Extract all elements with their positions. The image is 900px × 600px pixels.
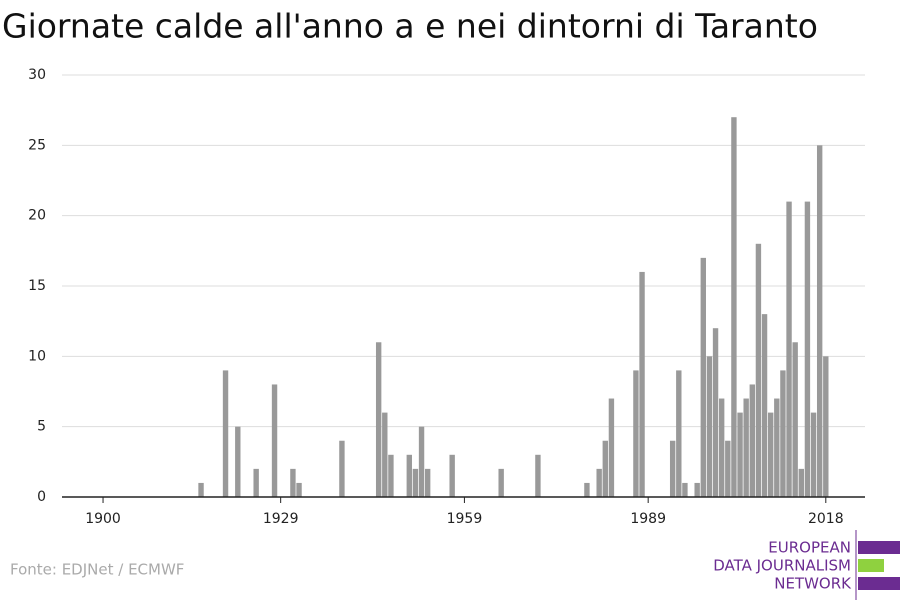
bar [755,243,762,497]
bar [424,468,431,497]
x-tick-label: 1929 [263,511,299,527]
bar [816,145,823,498]
y-tick-label: 20 [28,208,46,224]
bar [198,482,204,497]
bar [804,201,811,497]
bar [682,482,688,497]
bar [498,468,504,497]
bar [418,426,425,497]
bar [449,454,455,497]
bar [676,370,682,497]
bar [596,468,602,497]
bar [584,482,590,497]
bar [639,271,645,497]
logo-bar [858,541,900,554]
bar [406,454,412,497]
bar [780,370,786,497]
bar [608,398,615,497]
bar [602,440,608,497]
y-tick-label: 30 [28,67,46,83]
bar [412,468,419,497]
y-tick-label: 10 [28,348,46,364]
y-tick-label: 15 [28,278,46,294]
bar [382,412,388,497]
bar [774,398,780,497]
bar [706,356,713,497]
bar [712,328,719,497]
bar [731,117,737,497]
bar [737,412,743,497]
logo-text: NETWORK [774,575,852,593]
logo-text: EUROPEAN [768,539,851,557]
bar [700,257,706,497]
bar [222,370,229,497]
x-tick-label: 1989 [630,511,666,527]
bar [749,384,755,497]
chart-title: Giornate calde all'anno a e nei dintorni… [2,7,818,46]
bar [633,370,639,497]
bar [823,356,829,497]
bar [296,482,302,497]
logo-bar [858,559,884,572]
x-tick-label: 2018 [808,511,844,527]
bar [694,482,700,497]
bar [810,412,817,497]
bar [271,384,278,497]
bar [786,201,792,497]
y-tick-label: 25 [28,137,46,153]
source: Fonte: EDJNet / ECMWF [10,561,184,579]
bar [669,440,676,497]
y-tick-label: 5 [37,419,46,435]
bar [253,468,259,497]
bar [761,314,768,497]
bar [388,454,394,497]
bar [743,398,749,497]
x-tick-label: 1959 [447,511,483,527]
bar [767,412,774,497]
bar [290,468,296,497]
bar [375,342,382,497]
bar [798,468,804,497]
logo-bar [858,577,900,590]
y-tick-label: 0 [37,489,46,505]
bar [725,440,731,497]
bar [792,342,798,497]
bar [235,426,241,497]
logo-text: DATA JOURNALISM [713,557,851,575]
bar [339,440,345,497]
x-tick-label: 1900 [85,511,121,527]
bar [718,398,725,497]
bar [535,454,541,497]
